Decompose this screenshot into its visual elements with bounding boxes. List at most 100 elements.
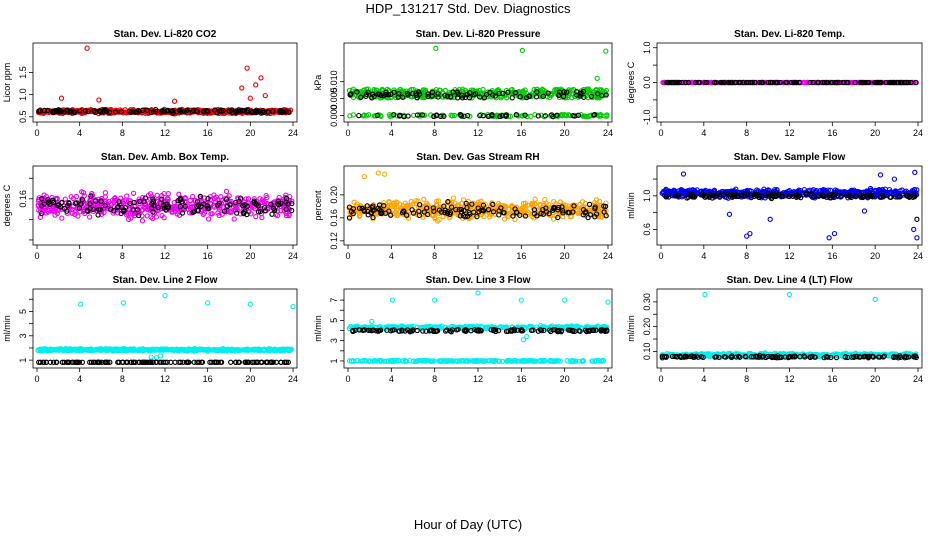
data-point bbox=[240, 107, 246, 114]
data-point bbox=[601, 92, 607, 98]
data-point bbox=[215, 347, 221, 354]
data-point bbox=[509, 205, 515, 211]
data-point bbox=[102, 190, 109, 196]
data-point bbox=[205, 300, 211, 306]
data-point bbox=[419, 112, 425, 118]
data-point bbox=[161, 190, 167, 197]
data-point bbox=[41, 201, 47, 207]
data-point bbox=[585, 214, 591, 221]
data-point bbox=[765, 79, 771, 86]
x-tick-label: 12 bbox=[160, 374, 170, 384]
data-point bbox=[538, 210, 544, 217]
data-point bbox=[497, 202, 503, 208]
data-point bbox=[492, 93, 498, 99]
data-point bbox=[53, 346, 60, 353]
data-point bbox=[125, 211, 131, 217]
data-point bbox=[164, 347, 171, 353]
data-point bbox=[433, 45, 439, 52]
data-point bbox=[101, 107, 108, 113]
data-point bbox=[421, 209, 427, 215]
data-point bbox=[135, 347, 141, 354]
data-point bbox=[481, 213, 487, 220]
data-point bbox=[786, 193, 793, 199]
data-point bbox=[776, 191, 782, 197]
data-point bbox=[447, 213, 453, 219]
data-point bbox=[113, 197, 119, 204]
y-axis-label: Licor ppm bbox=[2, 63, 12, 103]
data-point bbox=[574, 92, 580, 98]
data-point bbox=[762, 192, 768, 199]
x-axis: 0 4 8 12 16 20 24 bbox=[658, 122, 923, 138]
data-point bbox=[510, 213, 516, 219]
data-point bbox=[154, 192, 160, 198]
y-tick-label: -1.0 bbox=[642, 110, 652, 126]
data-point bbox=[139, 218, 146, 224]
data-point bbox=[594, 93, 600, 100]
data-point bbox=[604, 113, 610, 119]
data-point bbox=[169, 107, 176, 114]
data-point bbox=[357, 95, 363, 101]
data-point bbox=[844, 79, 850, 86]
data-point bbox=[183, 359, 190, 365]
data-point bbox=[815, 79, 822, 86]
data-point bbox=[405, 113, 411, 119]
data-point bbox=[826, 79, 833, 86]
data-point bbox=[431, 208, 437, 214]
data-point bbox=[244, 359, 251, 365]
data-point bbox=[204, 108, 210, 114]
data-point bbox=[597, 206, 604, 212]
data-point bbox=[430, 205, 436, 211]
data-point bbox=[913, 79, 919, 86]
x-tick-label: 16 bbox=[516, 251, 526, 261]
data-point bbox=[214, 110, 220, 116]
data-point bbox=[130, 190, 137, 196]
data-point bbox=[413, 90, 419, 96]
y-axis-label: ml/min bbox=[626, 192, 636, 219]
data-point bbox=[820, 192, 826, 198]
data-point bbox=[461, 207, 467, 214]
y-axis-label: degrees C bbox=[2, 184, 12, 226]
data-point bbox=[571, 203, 577, 209]
data-point bbox=[382, 171, 388, 177]
y-tick-label: 0.20 bbox=[329, 186, 339, 204]
data-point bbox=[126, 347, 132, 353]
data-point bbox=[494, 205, 501, 212]
data-point bbox=[190, 193, 196, 200]
x-tick-label: 20 bbox=[560, 251, 570, 261]
data-point bbox=[886, 79, 892, 86]
x-tick-label: 4 bbox=[389, 128, 394, 138]
data-point bbox=[223, 196, 230, 202]
data-point bbox=[68, 347, 74, 354]
data-point bbox=[278, 359, 284, 365]
data-point bbox=[197, 346, 203, 352]
data-point bbox=[442, 209, 448, 216]
data-point bbox=[404, 213, 411, 219]
data-point bbox=[194, 108, 201, 115]
y-tick-label: 0.6 bbox=[642, 223, 652, 236]
data-point bbox=[686, 191, 693, 197]
data-point bbox=[378, 210, 384, 216]
data-point bbox=[688, 191, 695, 198]
data-point bbox=[262, 208, 269, 214]
data-point bbox=[103, 359, 110, 365]
data-point bbox=[832, 79, 838, 86]
x-tick-label: 12 bbox=[473, 128, 483, 138]
data-point bbox=[39, 210, 45, 217]
data-point bbox=[371, 86, 377, 93]
data-point bbox=[447, 210, 454, 216]
data-point bbox=[409, 207, 415, 213]
data-point bbox=[847, 193, 853, 200]
data-point bbox=[762, 79, 768, 86]
panel-title: Stan. Dev. Gas Stream RH bbox=[416, 152, 539, 163]
panel-title: Stan. Dev. Line 2 Flow bbox=[113, 275, 218, 286]
data-point bbox=[454, 89, 460, 95]
data-point bbox=[248, 109, 254, 115]
data-point bbox=[116, 198, 122, 205]
data-point bbox=[768, 195, 775, 202]
data-point bbox=[283, 212, 290, 219]
data-point bbox=[467, 211, 473, 217]
data-point bbox=[90, 206, 96, 213]
data-point bbox=[416, 208, 422, 215]
x-tick-label: 4 bbox=[77, 251, 82, 261]
